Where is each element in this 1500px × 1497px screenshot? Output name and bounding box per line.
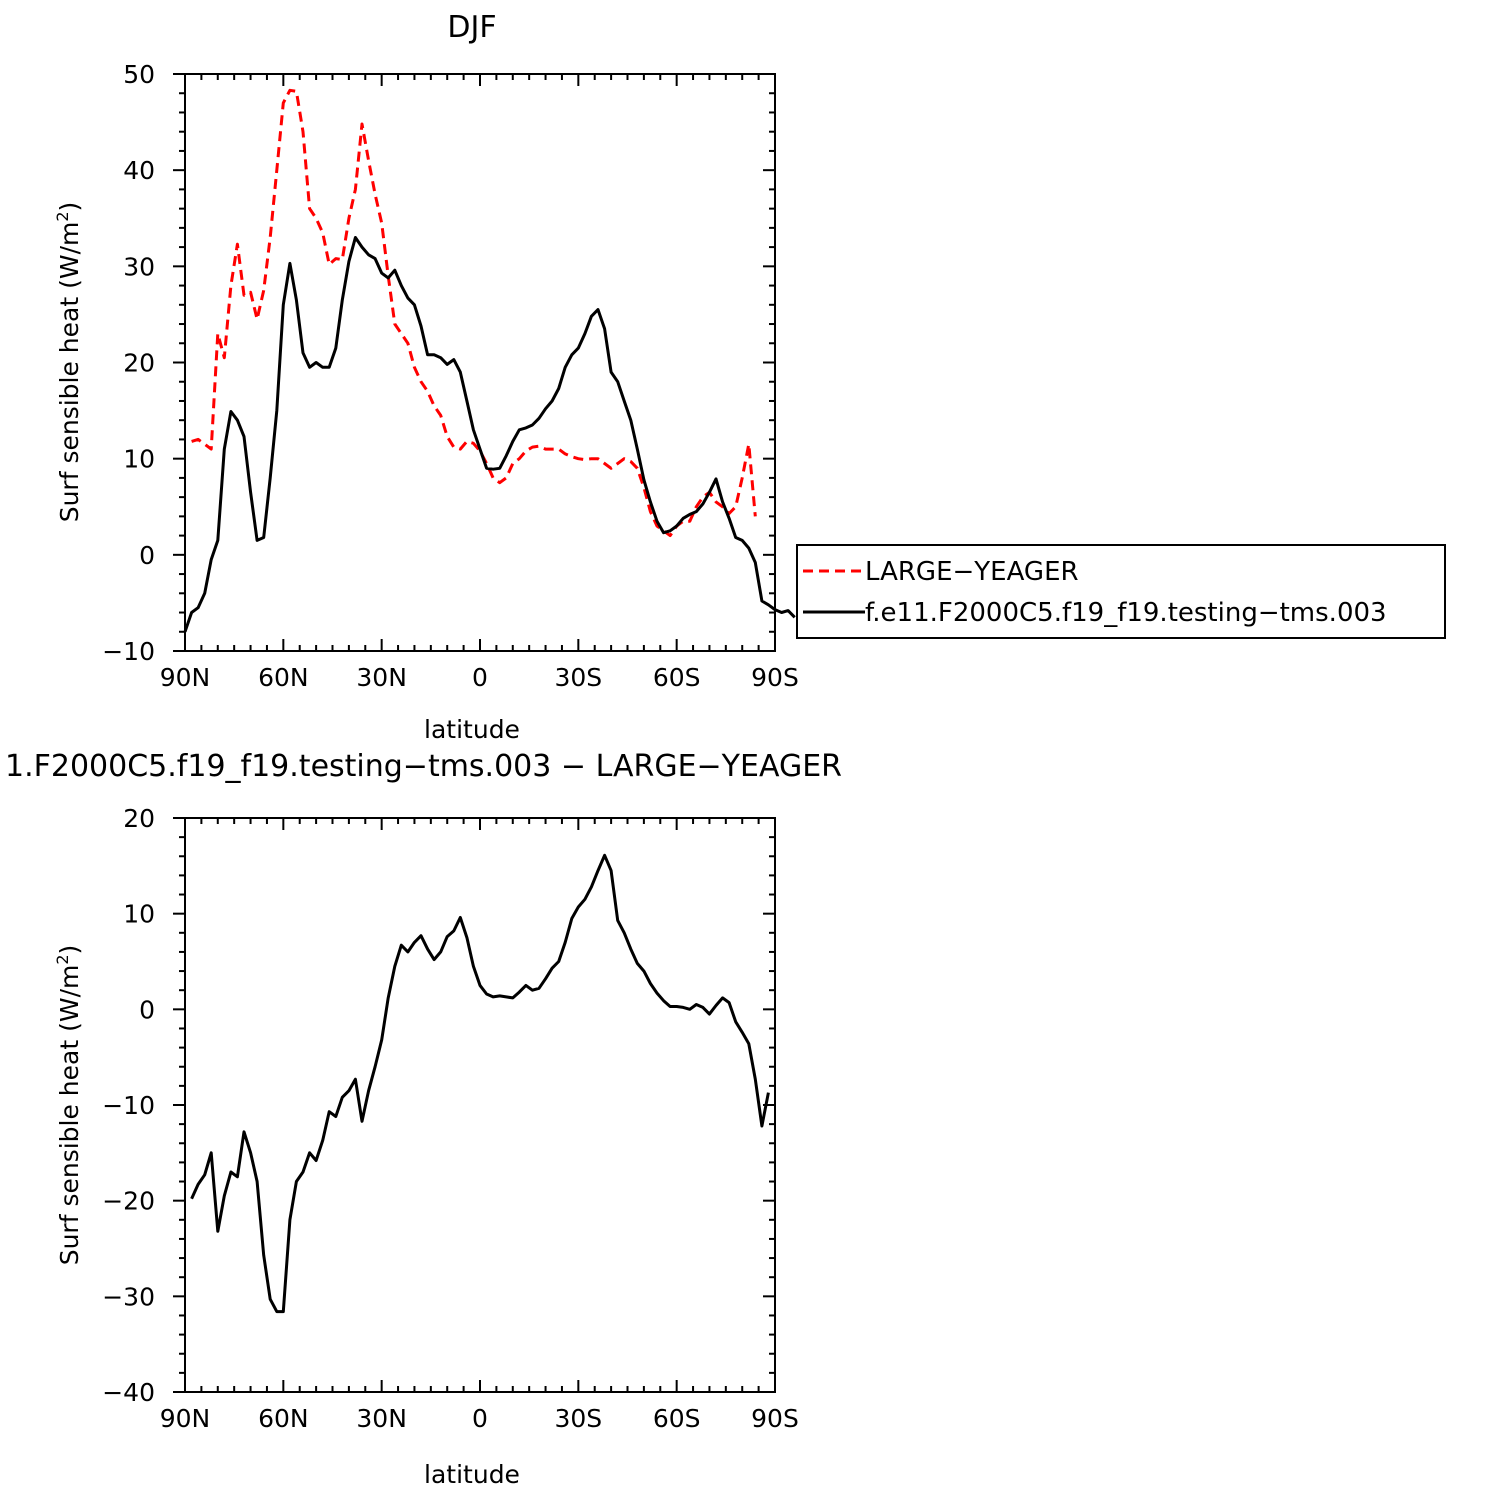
top-x-tick-label: 60S [653,663,701,692]
bottom-y-tick-label: 20 [123,804,155,833]
top-x-axis-title: latitude [424,715,520,744]
bottom-x-tick-label: 60N [258,1404,309,1433]
legend-label-model: f.e11.F2000C5.f19_f19.testing−tms.003 [865,598,1387,628]
top-chart-panel: DJF 90N 60N 30N 0 30S 60S 90S −10 0 10 20 30 40 50 l… [53,10,799,744]
bottom-x-axis-title: latitude [424,1460,520,1489]
top-y-axis-title: Surf sensible heat (W/m2) [53,202,84,523]
top-y-axis-title-main: Surf sensible heat (W/m [55,222,84,523]
top-y-tick-label: −10 [102,637,155,666]
top-chart-series [183,88,796,633]
bottom-y-tick-label: −20 [102,1187,155,1216]
bottom-y-axis-title-main: Surf sensible heat (W/m [55,965,84,1266]
bottom-y-axis-title-sup: 2 [53,954,72,964]
bottom-x-tick-label: 30N [356,1404,407,1433]
bottom-y-axis-title: Surf sensible heat (W/m2) [53,945,84,1266]
top-chart-title: DJF [447,10,496,45]
top-x-tick-label: 90N [160,663,211,692]
bottom-x-tick-label: 90S [751,1404,799,1433]
top-series-line-0 [191,88,757,538]
bottom-chart-panel: 1.F2000C5.f19_f19.testing−tms.003 − LARG… [5,749,842,1489]
top-y-tick-label: 10 [123,445,155,474]
bottom-x-tick-label: 30S [554,1404,602,1433]
legend-box [796,544,1446,639]
bottom-y-tick-label: 10 [123,900,155,929]
top-y-tick-labels: −10 0 10 20 30 40 50 [102,60,155,666]
bottom-y-tick-label: −40 [102,1378,155,1407]
bottom-plot-frame [184,817,776,1393]
top-x-tick-label: 30S [554,663,602,692]
top-y-tick-label: 0 [139,541,155,570]
top-y-axis-title-sup: 2 [53,211,72,221]
bottom-y-tick-labels: −40 −30 −20 −10 0 10 20 [102,804,155,1407]
legend: LARGE−YEAGER f.e11.F2000C5.f19_f19.testi… [796,544,1446,639]
bottom-x-tick-label: 0 [472,1404,488,1433]
top-y-axis-title-tail: ) [55,202,84,212]
bottom-y-tick-label: −30 [102,1282,155,1311]
top-series-line-1 [183,236,796,633]
bottom-y-tick-label: 0 [139,995,155,1024]
top-y-tick-label: 40 [123,156,155,185]
top-y-tick-label: 20 [123,349,155,378]
top-x-tick-labels: 90N 60N 30N 0 30S 60S 90S [160,663,799,692]
top-x-tick-label: 60N [258,663,309,692]
bottom-chart-series [190,853,770,1314]
top-plot-frame [184,73,776,652]
top-x-tick-label: 30N [356,663,407,692]
bottom-x-tick-label: 60S [653,1404,701,1433]
top-y-tick-label: 50 [123,60,155,89]
top-y-tick-label: 30 [123,252,155,281]
bottom-y-tick-label: −10 [102,1091,155,1120]
bottom-chart-title: 1.F2000C5.f19_f19.testing−tms.003 − LARG… [5,749,842,784]
bottom-x-tick-labels: 90N 60N 30N 0 30S 60S 90S [160,1404,799,1433]
bottom-series-line-0 [190,853,770,1314]
top-x-tick-label: 0 [472,663,488,692]
top-chart-ticks [173,73,776,652]
legend-label-large-yeager: LARGE−YEAGER [865,557,1079,587]
bottom-chart-ticks [173,817,776,1393]
bottom-x-tick-label: 90N [160,1404,211,1433]
bottom-y-axis-title-tail: ) [55,945,84,955]
top-x-tick-label: 90S [751,663,799,692]
